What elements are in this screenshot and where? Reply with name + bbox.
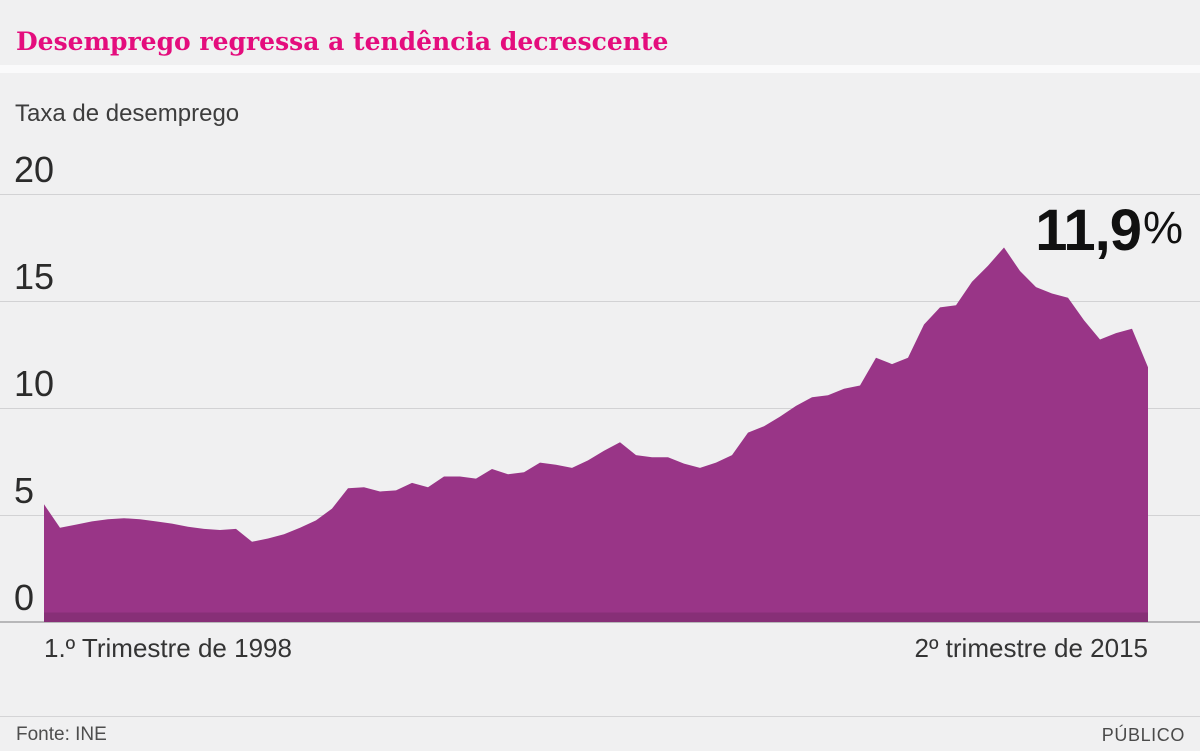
x-axis-label-start: 1.º Trimestre de 1998 <box>44 633 292 663</box>
chart-subtitle: Taxa de desemprego <box>15 100 240 127</box>
percent-sign: % <box>1142 202 1183 253</box>
header-divider <box>0 65 1200 73</box>
y-tick-label-15: 15 <box>14 256 55 297</box>
y-tick-label-20: 20 <box>14 149 55 190</box>
publico-brand: PÚBLICO <box>1101 725 1185 745</box>
latest-value-label: 11,9% <box>1035 197 1183 264</box>
y-tick-label-0: 0 <box>14 577 35 618</box>
gridline-15 <box>0 301 1200 302</box>
y-tick-label-5: 5 <box>14 470 35 511</box>
gridline-20 <box>0 194 1200 195</box>
x-axis-label-end: 2º trimestre de 2015 <box>914 633 1148 663</box>
footer-divider <box>0 716 1200 717</box>
page-title: Desemprego regressa a tendência decresce… <box>16 27 669 56</box>
unemployment-area-shape <box>44 247 1148 622</box>
y-tick-label-10: 10 <box>14 363 55 404</box>
gridline-10 <box>0 408 1200 409</box>
latest-value-number: 11,9 <box>1035 198 1142 263</box>
source-label: Fonte: INE <box>16 724 107 745</box>
area-baseline-stripe <box>44 612 1148 622</box>
